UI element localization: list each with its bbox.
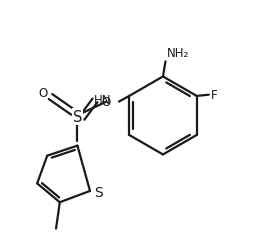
Text: F: F: [211, 89, 217, 102]
Text: NH₂: NH₂: [167, 47, 189, 60]
Text: HN: HN: [94, 94, 111, 107]
Text: O: O: [101, 96, 111, 109]
Text: S: S: [73, 110, 82, 125]
Text: S: S: [94, 185, 102, 199]
Text: O: O: [38, 86, 47, 99]
